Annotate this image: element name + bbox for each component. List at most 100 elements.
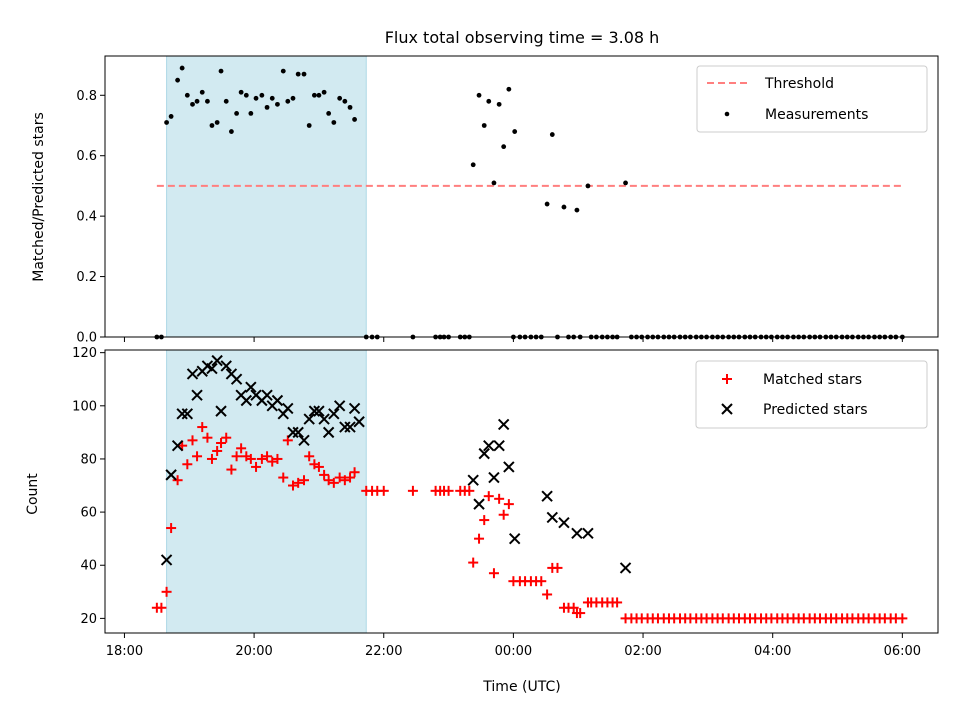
top-observing-span (166, 55, 367, 338)
matched-star-point (897, 613, 908, 624)
measurement-point (544, 201, 550, 207)
matched-star-point (192, 451, 203, 462)
measurement-point (190, 101, 195, 107)
matched-star-point (231, 451, 242, 462)
measurement-point (561, 204, 567, 210)
matched-star-point (378, 485, 389, 496)
predicted-star-point (211, 354, 223, 367)
x-tick-label: 18:00 (106, 644, 143, 659)
top-y-tick-label: 0.4 (76, 210, 97, 225)
measurement-point (506, 86, 512, 92)
matched-star-point (206, 453, 217, 464)
matched-star-point (474, 533, 485, 544)
matched-star-point (536, 576, 547, 587)
legend-predicted-x (721, 403, 733, 415)
predicted-star-point (546, 511, 558, 524)
legend-measurements-label: Measurements (765, 107, 868, 123)
matched-star-point (443, 485, 454, 496)
bottom-panel: 20 40 60 80 100 120 18:00 20:00 22:00 00:00 02:00… (25, 346, 939, 695)
matched-star-point (568, 602, 579, 613)
measurement-point (164, 120, 169, 125)
measurement-point (194, 98, 200, 104)
matched-star-point (256, 453, 267, 464)
matched-star-point (339, 475, 350, 486)
top-y-axis: 0.0 0.2 0.4 0.6 0.8 (76, 89, 105, 346)
bottom-y-tick-label: 40 (80, 559, 97, 574)
top-y-tick-label: 0.2 (76, 270, 97, 285)
matched-star-point (212, 445, 223, 456)
predicted-star-point (328, 408, 340, 420)
x-tick-label: 02:00 (624, 644, 661, 659)
predicted-star-point (220, 360, 232, 372)
measurement-point (306, 123, 312, 128)
measurement-point (352, 117, 357, 122)
top-plot-frame (104, 55, 939, 338)
matched-star-point (226, 464, 237, 475)
measurement-point (248, 111, 254, 116)
measurement-point (549, 132, 555, 137)
matched-star-point (552, 562, 563, 573)
bottom-marks (151, 349, 908, 634)
predicted-star-point (348, 402, 361, 415)
measurement-point (179, 65, 185, 71)
measurement-point (259, 92, 265, 98)
bottom-legend-box (695, 360, 928, 429)
legend-matched-plus (722, 374, 732, 384)
measurement-point (574, 207, 580, 213)
matched-star-point (245, 453, 256, 464)
measurement-point (512, 129, 518, 134)
predicted-star-point (508, 532, 521, 545)
top-y-tick-label: 0.0 (76, 331, 97, 346)
matched-star-point (251, 461, 262, 472)
x-tick-label: 00:00 (495, 644, 532, 659)
matched-star-point (468, 557, 479, 568)
measurement-point (209, 123, 215, 128)
matched-star-point (287, 480, 298, 491)
matched-star-point (542, 589, 553, 600)
measurement-point (199, 89, 205, 95)
measurement-point (214, 120, 220, 125)
predicted-star-point (292, 426, 304, 439)
measurement-point (275, 101, 280, 107)
x-tick-label: 20:00 (235, 644, 272, 659)
bottom-plot-frame (104, 349, 939, 634)
matched-star-point (349, 467, 360, 478)
top-marks (154, 55, 905, 340)
top-panel: 0.00.20.40.60.8 Matched/Predicted stars … (31, 55, 939, 346)
measurement-point (264, 104, 270, 110)
measurement-point (486, 98, 492, 104)
measurement-point (229, 129, 234, 134)
predicted-star-point (318, 413, 330, 425)
matched-star-point (334, 472, 345, 483)
matched-star-point (272, 453, 283, 464)
matched-star-point (156, 602, 167, 613)
matched-star-point (498, 509, 509, 520)
matched-star-point (161, 586, 172, 597)
measurement-point (280, 68, 286, 74)
predicted-star-point (303, 413, 315, 425)
matched-star-point (187, 435, 198, 446)
predicted-star-point (483, 439, 495, 452)
measurement-point (175, 77, 181, 83)
predicted-star-point (308, 405, 321, 417)
measurement-point (311, 92, 317, 98)
bottom-y-tick-label: 60 (80, 506, 97, 521)
x-tick-label: 04:00 (754, 644, 791, 659)
measurement-point (295, 71, 301, 77)
measurement-point (184, 92, 190, 98)
legend-predicted-marker (721, 403, 733, 415)
measurement-point (481, 123, 487, 128)
matched-star-point (299, 475, 310, 486)
matched-star-point (328, 477, 339, 488)
matched-star-point (182, 459, 193, 470)
matched-star-point (236, 443, 247, 454)
top-x-axis (123, 337, 903, 342)
predicted-star-point (245, 381, 257, 393)
matched-star-point (293, 477, 304, 488)
measurement-point (501, 144, 507, 150)
predicted-star-point (160, 554, 173, 566)
legend-matched-label: Matched stars (763, 372, 862, 388)
top-legend: Threshold Measurements (696, 65, 928, 133)
measurement-point (491, 180, 497, 186)
